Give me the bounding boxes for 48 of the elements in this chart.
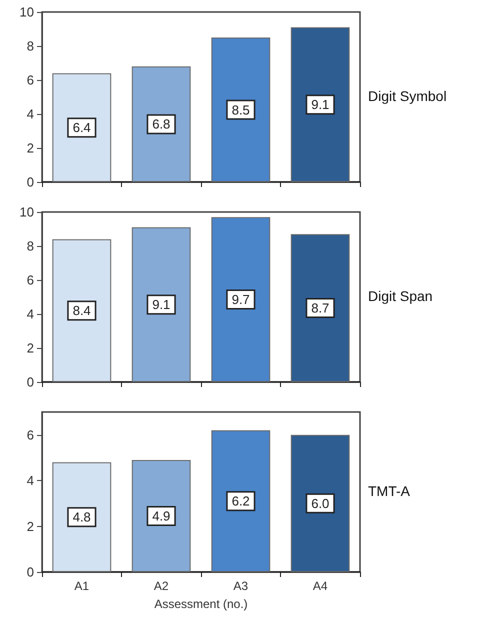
y-tick-label: 6 [26,427,34,442]
bar [290,434,350,572]
data-label: 9.7 [232,292,250,308]
data-label: 9.1 [311,97,330,112]
bar [52,239,112,382]
bar [52,73,112,182]
x-axis-title: Assessment (no.) [154,597,248,611]
bar [290,27,350,182]
data-label: 6.4 [72,120,91,136]
x-tick-label: A1 [74,579,90,593]
data-label: 4.9 [152,508,170,524]
data-label: 6.8 [152,116,170,132]
y-tick-label: 10 [20,204,34,220]
bar [211,217,270,382]
y-tick-label: 2 [26,140,34,156]
bar [211,430,270,572]
bar [132,460,191,572]
text: Digit Symbol [368,88,447,104]
y-tick-label: 10 [20,4,34,20]
y-tick-label: 0 [26,374,34,390]
bar [211,38,270,182]
y-tick-label: 0 [26,564,34,580]
x-tick-label: A2 [154,579,169,593]
data-label: 8.7 [311,300,330,316]
y-tick-label: 2 [26,518,34,534]
y-tick-label: 6 [26,272,34,288]
bar [290,234,350,382]
bar [52,462,112,572]
bar [132,66,191,182]
data-label: 8.4 [72,303,91,318]
y-tick-label: 8 [26,38,34,54]
y-tick-label: 0 [26,174,34,190]
x-tick-label: A4 [312,579,328,593]
x-tick-label: A3 [233,579,248,593]
y-tick-label: 8 [26,238,34,254]
text: TMT-A [368,483,411,499]
text: Digit Span [368,288,433,304]
data-label: 6.0 [311,496,330,511]
y-tick-label: 4 [26,306,34,322]
y-tick-label: 6 [26,72,34,88]
y-tick-label: 4 [26,473,34,488]
data-label: 9.1 [152,297,170,312]
y-tick-label: 4 [26,106,34,122]
bar [132,227,191,382]
data-label: 6.2 [232,494,250,509]
data-label: 4.8 [72,510,91,525]
data-label: 8.5 [232,102,250,118]
y-tick-label: 2 [26,340,34,356]
